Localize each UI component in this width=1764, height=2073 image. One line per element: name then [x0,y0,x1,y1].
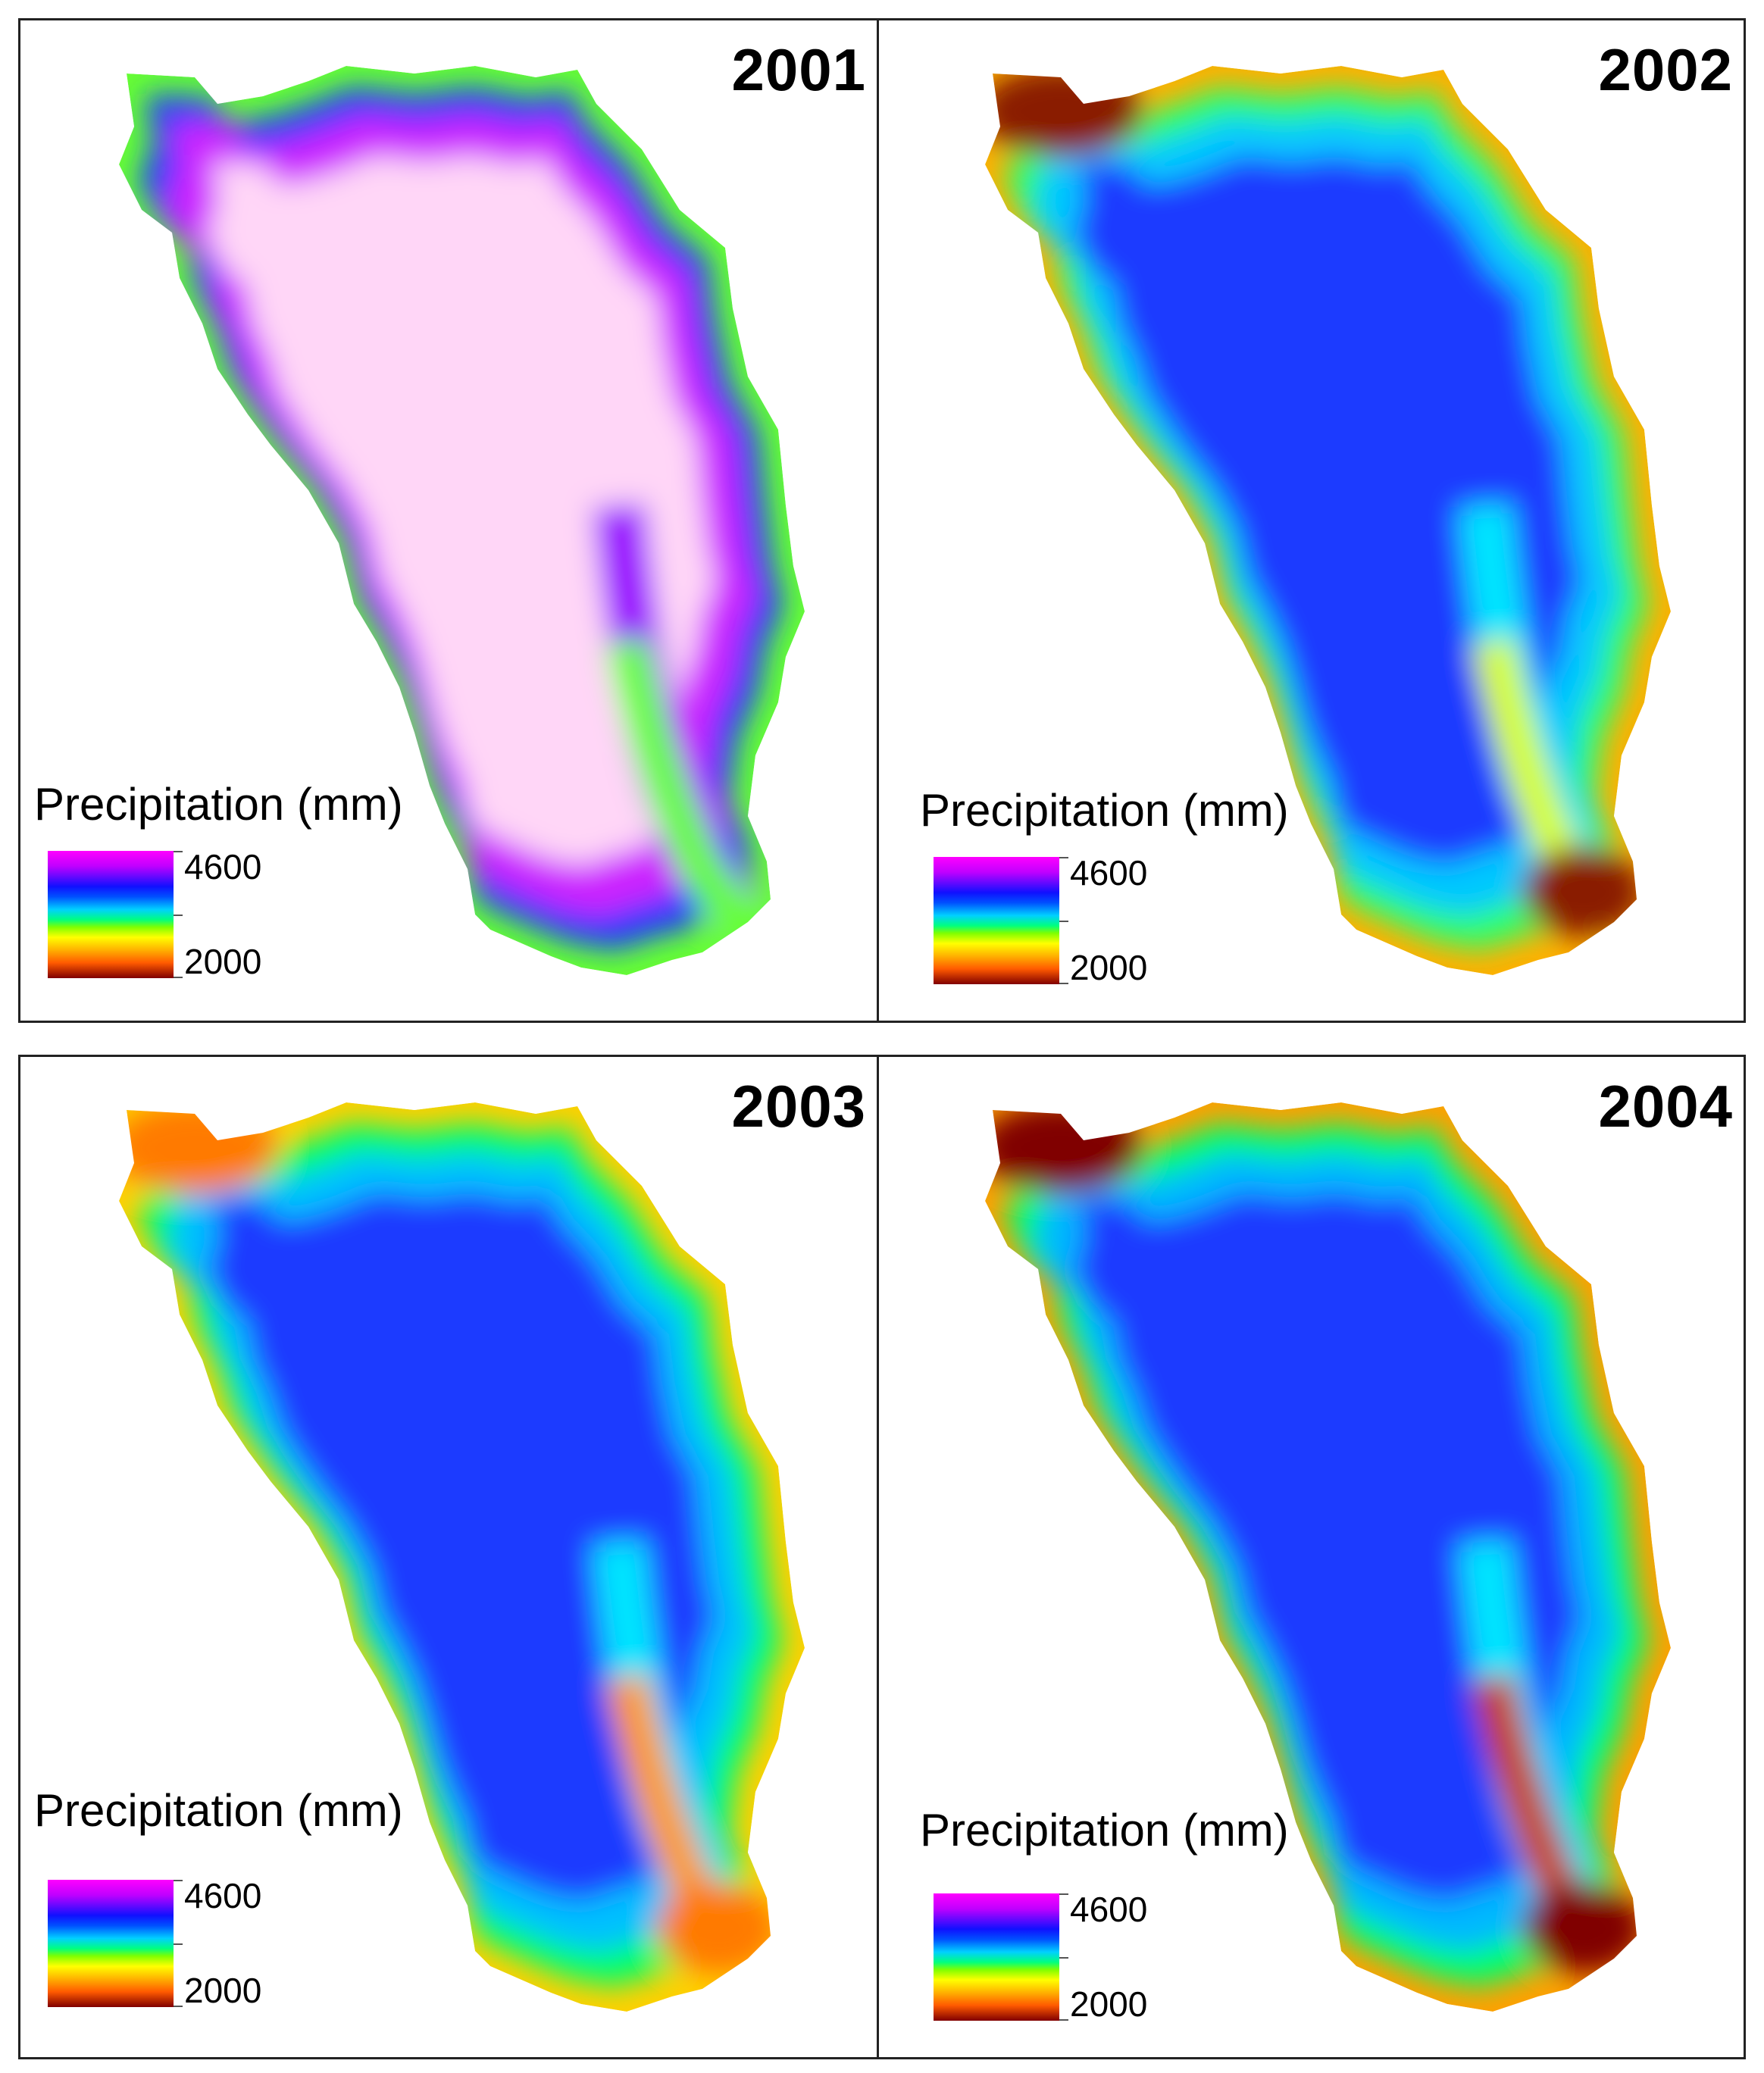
precipitation-map [879,20,1744,1021]
legend-tick [1059,2019,1068,2021]
color-ramp [934,857,1059,984]
band-core [208,1192,715,1902]
legend-min-value: 2000 [1070,948,1148,987]
bottom-frame: 2003 Precipitation (mm) 4600 2000 2004 P… [18,1055,1746,2059]
map-panel-2001: 2001 Precipitation (mm) 4600 2000 [20,20,877,1021]
map-panel-2004: 2004 Precipitation (mm) 4600 2000 [879,1057,1744,2057]
band-core [208,155,715,865]
band-core [1074,155,1581,865]
legend-tick [174,1880,183,1881]
top-frame: 2001 Precipitation (mm) 4600 2000 2002 P… [18,18,1746,1023]
legend-tick [1059,921,1068,922]
legend-title: Precipitation (mm) [34,1785,403,1836]
year-label: 2004 [1598,1073,1733,1140]
watershed-interior [138,86,783,951]
precipitation-map [879,1057,1744,2057]
outlet-dry-zone [1523,1883,1644,1974]
band-core [1074,1192,1581,1902]
legend-max-value: 4600 [1070,853,1148,893]
legend-tick [174,977,183,978]
legend-tick [174,915,183,916]
outside-mask [20,1057,877,2057]
outside-mask [20,20,877,1021]
legend-tick [174,851,183,852]
legend-title: Precipitation (mm) [920,785,1289,836]
legend-min-value: 2000 [184,1971,262,2010]
outlet-dry-zone [1523,846,1644,937]
panel-divider [877,20,879,1021]
panel-divider [877,1057,879,2057]
year-label: 2001 [731,36,866,103]
river-outlet [606,637,761,940]
outside-mask [879,20,1744,1021]
outlet-dry-zone [657,1883,778,1974]
legend-tick [1059,983,1068,984]
legend-tick [1059,1957,1068,1959]
legend-tick [174,2006,183,2007]
legend-max-value: 4600 [184,1876,262,1915]
legend-tick [174,1943,183,1945]
color-ramp [48,1880,174,2007]
map-panel-2003: 2003 Precipitation (mm) 4600 2000 [20,1057,877,2057]
color-ramp [934,1893,1059,2021]
legend-tick [1059,1893,1068,1895]
precipitation-map [20,20,877,1021]
legend-title: Precipitation (mm) [920,1805,1289,1856]
watershed-interior [977,66,1650,951]
color-ramp [48,851,174,978]
legend-max-value: 4600 [184,847,262,886]
watershed-interior [111,1102,783,1987]
watershed [879,20,1744,1021]
watershed-interior [977,1102,1650,1987]
year-label: 2002 [1598,36,1733,103]
precipitation-map [20,1057,877,2057]
legend-min-value: 2000 [184,942,262,981]
outside-mask [879,1057,1744,2057]
legend-tick [1059,857,1068,858]
map-panel-2002: 2002 Precipitation (mm) 4600 2000 [879,20,1744,1021]
year-label: 2003 [731,1073,866,1140]
watershed [20,20,877,1021]
watershed [20,1057,877,2057]
watershed [879,1057,1744,2057]
legend-min-value: 2000 [1070,1984,1148,2024]
legend-title: Precipitation (mm) [34,779,403,830]
legend-max-value: 4600 [1070,1890,1148,1929]
